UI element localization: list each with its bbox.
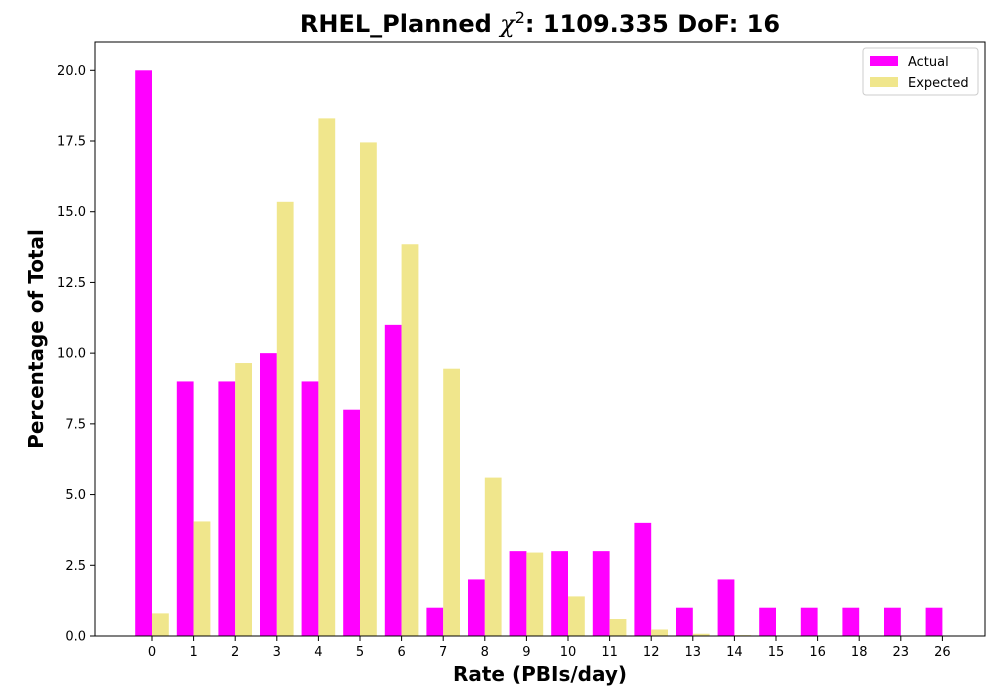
x-tick-label-18: 18 xyxy=(851,645,868,660)
x-tick-label-13: 13 xyxy=(685,645,702,660)
legend-swatch-expected xyxy=(870,77,898,87)
bar-actual-3 xyxy=(260,353,277,636)
legend-swatch-actual xyxy=(870,56,898,66)
bar-actual-23 xyxy=(884,608,901,636)
bar-actual-1 xyxy=(177,381,194,636)
bar-actual-13 xyxy=(676,608,693,636)
x-tick-label-23: 23 xyxy=(893,645,910,660)
x-tick-label-9: 9 xyxy=(522,645,530,660)
bar-expected-7 xyxy=(443,369,460,636)
bar-actual-6 xyxy=(385,325,402,636)
y-axis-label: Percentage of Total xyxy=(24,229,48,449)
bar-expected-2 xyxy=(235,363,252,636)
plot-area: 0 1 2 3 4 5 6 7 8 9 10 11 12 13 14 15 16 18 23 260.02.55.07… xyxy=(57,64,951,660)
legend-label-actual: Actual xyxy=(908,55,949,70)
x-tick-label-3: 3 xyxy=(273,645,281,660)
bar-expected-10 xyxy=(568,596,585,636)
y-tick-label-15.0: 15.0 xyxy=(57,205,86,220)
y-tick-label-2.5: 2.5 xyxy=(65,559,86,574)
chart-title-chi: χ xyxy=(498,10,516,38)
x-tick-label-2: 2 xyxy=(231,645,239,660)
chart-title-superscript: 2 xyxy=(515,8,525,27)
bar-actual-15 xyxy=(759,608,776,636)
legend: Actual Expected xyxy=(863,48,978,95)
x-tick-label-6: 6 xyxy=(397,645,405,660)
y-tick-label-10.0: 10.0 xyxy=(57,347,86,362)
bar-actual-2 xyxy=(218,381,235,636)
bar-actual-5 xyxy=(343,410,360,636)
bar-expected-9 xyxy=(526,553,543,636)
x-tick-label-10: 10 xyxy=(560,645,577,660)
bar-expected-3 xyxy=(277,202,294,636)
x-tick-label-15: 15 xyxy=(768,645,785,660)
y-tick-label-0.0: 0.0 xyxy=(65,630,86,645)
bar-expected-11 xyxy=(610,619,627,636)
x-tick-label-4: 4 xyxy=(314,645,322,660)
x-axis-label: Rate (PBIs/day) xyxy=(453,662,627,686)
bar-actual-7 xyxy=(426,608,443,636)
bar-expected-12 xyxy=(651,629,668,636)
bar-actual-4 xyxy=(302,381,319,636)
x-tick-label-26: 26 xyxy=(934,645,951,660)
y-tick-label-5.0: 5.0 xyxy=(65,488,86,503)
bar-actual-9 xyxy=(510,551,527,636)
x-tick-label-14: 14 xyxy=(726,645,743,660)
x-tick-label-1: 1 xyxy=(189,645,197,660)
x-tick-label-8: 8 xyxy=(481,645,489,660)
x-tick-label-0: 0 xyxy=(148,645,156,660)
x-tick-label-11: 11 xyxy=(601,645,618,660)
chart-title-prefix: RHEL_Planned xyxy=(300,10,500,38)
chart-title-suffix: : 1109.335 DoF: 16 xyxy=(525,10,780,38)
bar-expected-5 xyxy=(360,142,377,636)
bar-actual-0 xyxy=(135,70,152,636)
x-tick-label-5: 5 xyxy=(356,645,364,660)
bar-expected-4 xyxy=(318,118,335,636)
bar-actual-12 xyxy=(634,523,651,636)
bar-expected-8 xyxy=(485,478,502,636)
x-tick-label-7: 7 xyxy=(439,645,447,660)
bar-actual-26 xyxy=(926,608,943,636)
x-tick-label-12: 12 xyxy=(643,645,660,660)
y-tick-label-17.5: 17.5 xyxy=(57,135,86,150)
bar-expected-0 xyxy=(152,613,169,636)
bar-actual-14 xyxy=(718,579,735,636)
bar-actual-8 xyxy=(468,579,485,636)
legend-label-expected: Expected xyxy=(908,76,969,91)
y-tick-label-20.0: 20.0 xyxy=(57,64,86,79)
y-tick-label-7.5: 7.5 xyxy=(65,417,86,432)
bar-actual-16 xyxy=(801,608,818,636)
bar-expected-6 xyxy=(402,244,419,636)
bar-expected-1 xyxy=(194,521,211,636)
y-tick-label-12.5: 12.5 xyxy=(57,276,86,291)
x-tick-label-16: 16 xyxy=(809,645,826,660)
bar-actual-11 xyxy=(593,551,610,636)
bar-actual-18 xyxy=(842,608,859,636)
chart-title: RHEL_Planned χ2: 1109.335 DoF: 16 xyxy=(300,8,780,38)
bar-actual-10 xyxy=(551,551,568,636)
